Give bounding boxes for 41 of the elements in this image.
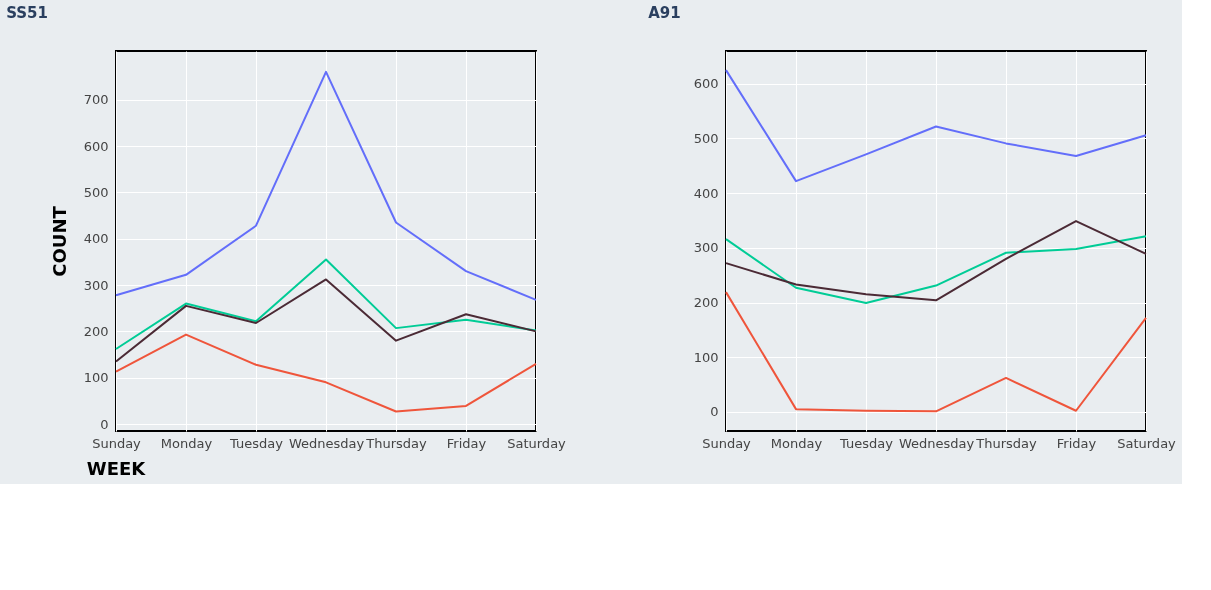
x-tick-label: Monday [160, 435, 213, 451]
x-tick-label: Wednesday [288, 435, 365, 451]
y-tick-label: 300 [83, 277, 109, 293]
line-series [115, 258, 537, 350]
y-tick-label: 500 [693, 130, 719, 146]
y-tick-label: 400 [693, 185, 719, 201]
y-tick-label: 100 [693, 349, 719, 365]
y-tick-label: 200 [693, 295, 719, 311]
x-tick-label: Thursday [975, 435, 1038, 451]
y-tick-label: 600 [83, 138, 109, 154]
x-tick-label: Saturday [1117, 435, 1177, 451]
y-tick-label: 400 [83, 231, 109, 247]
line-series [725, 220, 1147, 302]
line-series [725, 235, 1147, 305]
line-series [115, 333, 537, 413]
x-tick-label: Tuesday [229, 435, 284, 451]
x-tick-label: Friday [446, 435, 487, 451]
x-tick-label: Sunday [702, 435, 752, 451]
line-series [725, 291, 1147, 413]
y-tick-label: 200 [83, 323, 109, 339]
y-tick-label: 500 [83, 184, 109, 200]
line-series [115, 70, 537, 301]
y-tick-label: 100 [83, 370, 109, 386]
y-tick-label: 0 [710, 404, 719, 420]
x-tick-label: Saturday [507, 435, 567, 451]
y-tick-label: 600 [693, 76, 719, 92]
chart-title: SS51 [6, 4, 48, 22]
line-series [725, 69, 1147, 183]
y-tick-label: 300 [693, 240, 719, 256]
x-axis-title: WEEK [86, 458, 147, 479]
x-tick-label: Wednesday [898, 435, 975, 451]
y-axis-title: COUNT [48, 205, 70, 277]
line-series [115, 278, 537, 363]
x-tick-label: Monday [770, 435, 823, 451]
y-tick-label: 0 [100, 416, 109, 432]
chart-title: A91 [648, 4, 681, 22]
x-tick-label: Tuesday [839, 435, 894, 451]
x-tick-label: Friday [1056, 435, 1097, 451]
x-tick-label: Sunday [92, 435, 142, 451]
y-tick-label: 700 [83, 92, 109, 108]
x-tick-label: Thursday [365, 435, 428, 451]
